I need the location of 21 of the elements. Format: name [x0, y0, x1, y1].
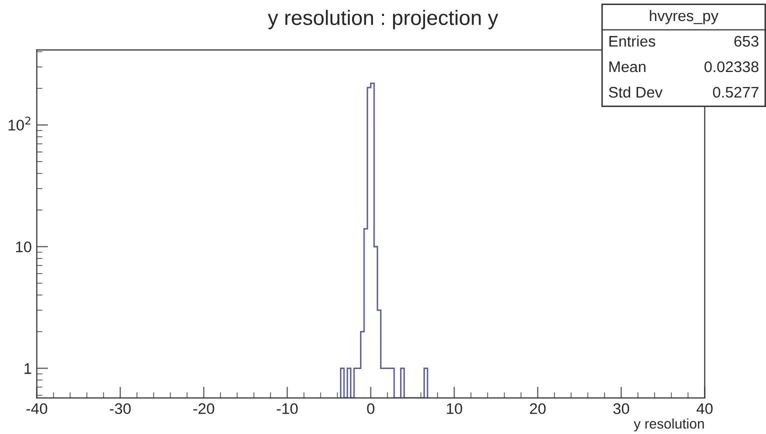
y-tick-label: 10$^{2}$	[8, 116, 30, 131]
x-tick-label: -10	[276, 403, 298, 414]
annotation: Std Dev	[608, 86, 662, 98]
text: Entries	[609, 35, 656, 47]
chart-title: y resolution : projection y	[268, 10, 498, 30]
annotation: 0.02338	[704, 61, 758, 72]
x-tick-label: -20	[193, 403, 214, 414]
x-axis-title: y resolution	[634, 418, 704, 432]
text: 653	[734, 36, 758, 47]
x-tick-label: 20	[530, 403, 546, 414]
x-tick-label: -30	[110, 403, 131, 414]
x-tick-label: 40	[696, 403, 713, 414]
y-tick-label: 1	[24, 363, 32, 374]
text: 0.5277	[712, 86, 758, 98]
x-tick-label: 10	[446, 403, 462, 414]
y-tick-label: 10	[16, 241, 32, 252]
annotation: Mean	[609, 62, 646, 72]
x-tick-label: 0	[367, 403, 374, 414]
x-tick-label: -40	[26, 403, 48, 414]
text: hvyres_py	[650, 10, 718, 24]
x-tick-label: 30	[613, 403, 630, 414]
